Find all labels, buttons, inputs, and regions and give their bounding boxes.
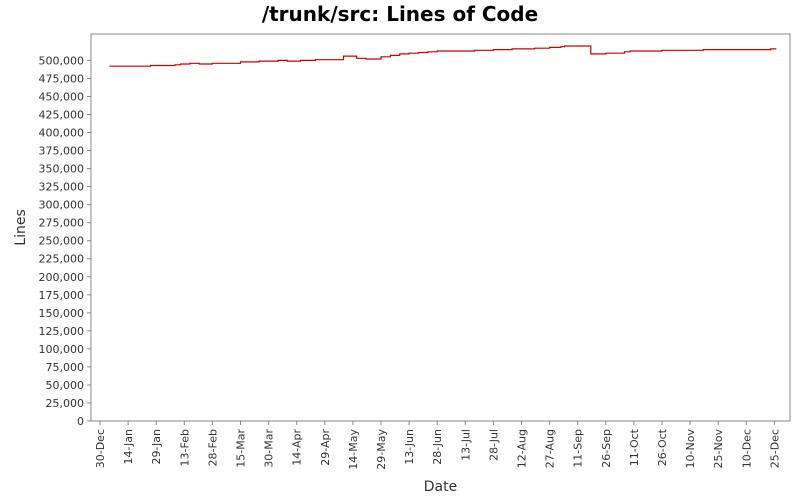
x-tick-label: 30-Dec bbox=[94, 429, 107, 468]
x-tick-label: 14-Jan bbox=[122, 429, 135, 465]
x-tick-label: 25-Dec bbox=[768, 429, 781, 468]
y-tick-label: 250,000 bbox=[39, 235, 85, 248]
x-tick-label: 28-Jul bbox=[487, 429, 500, 461]
y-tick-label: 450,000 bbox=[39, 90, 85, 103]
y-axis: 0 25,000 50,000 75,000 100,000 125,000 150,000… bbox=[39, 54, 91, 428]
y-tick-label: 175,000 bbox=[39, 289, 85, 302]
plot-area bbox=[90, 33, 791, 422]
x-tick-label: 12-Aug bbox=[516, 429, 529, 468]
y-tick-label: 25,000 bbox=[46, 397, 85, 410]
x-tick-label: 11-Sep bbox=[572, 429, 585, 468]
y-tick-label: 325,000 bbox=[39, 181, 85, 194]
chart-title: /trunk/src: Lines of Code bbox=[261, 2, 539, 26]
x-tick-label: 25-Nov bbox=[712, 429, 725, 469]
y-tick-label: 200,000 bbox=[39, 271, 85, 284]
x-tick-label: 29-Apr bbox=[319, 429, 332, 466]
y-tick-label: 400,000 bbox=[39, 127, 85, 140]
y-tick-label: 500,000 bbox=[39, 54, 85, 67]
x-tick-label: 11-Oct bbox=[628, 428, 641, 466]
y-tick-label: 125,000 bbox=[39, 325, 85, 338]
y-tick-label: 0 bbox=[77, 415, 84, 428]
y-tick-label: 275,000 bbox=[39, 217, 85, 230]
y-tick-label: 300,000 bbox=[39, 199, 85, 212]
x-tick-label: 15-Mar bbox=[235, 429, 248, 468]
y-tick-label: 425,000 bbox=[39, 109, 85, 122]
y-axis-label: Lines bbox=[13, 209, 29, 245]
x-tick-label: 10-Dec bbox=[740, 429, 753, 468]
x-tick-label: 26-Sep bbox=[600, 429, 613, 468]
series-line bbox=[109, 45, 777, 67]
y-tick-label: 100,000 bbox=[39, 343, 85, 356]
x-tick-label: 28-Jun bbox=[431, 429, 444, 465]
plot-frame bbox=[90, 33, 791, 422]
x-tick-label: 27-Aug bbox=[544, 429, 557, 468]
x-tick-label: 13-Feb bbox=[178, 429, 191, 466]
y-tick-label: 150,000 bbox=[39, 307, 85, 320]
y-tick-label: 50,000 bbox=[46, 379, 85, 392]
y-tick-label: 75,000 bbox=[46, 361, 85, 374]
x-tick-label: 14-Apr bbox=[291, 429, 304, 466]
x-tick-label: 13-Jul bbox=[459, 429, 472, 461]
x-tick-label: 29-May bbox=[375, 429, 388, 470]
series-layer bbox=[109, 45, 777, 67]
x-tick-label: 26-Oct bbox=[656, 428, 669, 466]
x-tick-label: 14-May bbox=[347, 429, 360, 470]
y-tick-label: 225,000 bbox=[39, 253, 85, 266]
x-tick-label: 28-Feb bbox=[206, 429, 219, 466]
x-tick-label: 29-Jan bbox=[150, 429, 163, 465]
x-tick-label: 13-Jun bbox=[403, 429, 416, 465]
x-tick-label: 30-Mar bbox=[263, 429, 276, 468]
x-axis-label: Date bbox=[424, 479, 457, 495]
y-tick-label: 350,000 bbox=[39, 163, 85, 176]
y-tick-label: 375,000 bbox=[39, 145, 85, 158]
x-axis: 30-Dec 14-Jan 29-Jan 13-Feb 28-Feb 15-Mar 30-M… bbox=[94, 421, 781, 470]
y-tick-label: 475,000 bbox=[39, 72, 85, 85]
x-tick-label: 10-Nov bbox=[684, 429, 697, 469]
